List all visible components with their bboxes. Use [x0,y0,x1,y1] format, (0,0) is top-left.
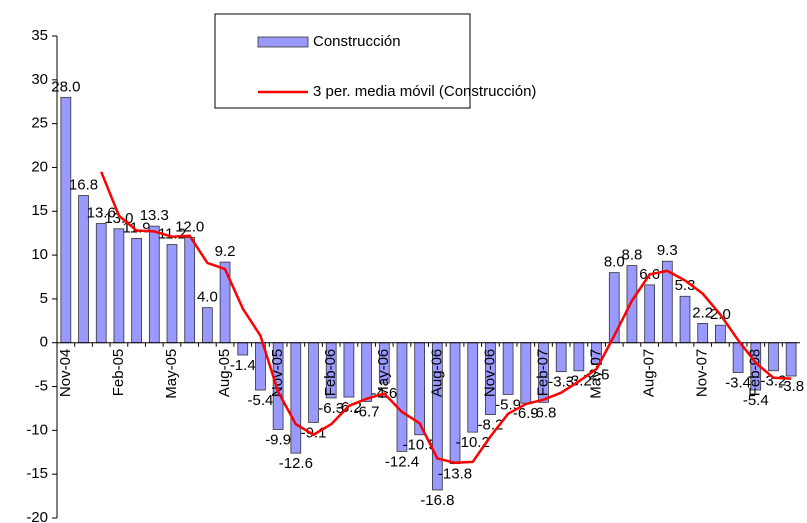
data-label: 12.0 [175,219,204,236]
x-tick-label: Feb-05 [110,349,127,397]
x-tick-label: May-05 [163,349,180,399]
bar [361,342,372,402]
data-label: -12.6 [279,455,313,472]
y-tick-label: -20 [26,509,48,523]
bar [237,342,249,356]
data-label: 8.8 [622,247,643,264]
bar [644,284,655,344]
legend-label: Construcción [313,33,401,50]
line [100,171,792,465]
y-tick-label: 25 [31,115,48,132]
bar [95,223,107,344]
bar [113,228,125,344]
x-tick-label: Feb-07 [534,349,551,397]
data-label: -6.3 [318,400,344,417]
data-label: 16.8 [69,176,98,193]
data-label: 5.3 [675,277,696,294]
data-label: -6.8 [531,404,557,421]
data-label: -13.8 [438,466,472,483]
bar [467,342,479,433]
data-label: -9.1 [301,424,327,441]
bar [732,342,744,373]
x-tick-label: Nov-06 [481,349,498,397]
bar [184,237,196,344]
x-tick-label: May-06 [375,349,392,399]
data-label: -6.9 [513,405,539,422]
y-tick-label: 5 [40,290,48,307]
data-label: -3.4 [725,374,751,391]
legend-label: 3 per. media móvil (Construcción) [313,83,536,100]
y-tick-label: 35 [31,27,48,44]
x-tick-label: Feb-08 [747,349,764,397]
data-label: 9.2 [215,243,236,260]
data-label: 2.2 [692,304,713,321]
data-label: -10.2 [456,434,490,451]
data-label: -6.7 [354,403,380,420]
y-tick-label: 30 [31,71,48,88]
data-label: 11.2 [158,226,186,243]
bar [60,96,72,344]
data-label: -5.4 [743,392,769,409]
y-tick-label: 15 [31,202,48,219]
data-label: -3.8 [778,378,804,395]
bar [626,265,638,344]
bar [608,272,620,344]
bar [715,324,726,344]
data-label: 28.0 [51,78,80,95]
x-tick-label: Nov-07 [694,349,711,397]
bar [290,342,302,454]
y-tick-label: -10 [26,421,48,438]
legend-box [214,13,471,109]
x-tick-label: Feb-06 [322,349,339,397]
data-label: 8.0 [604,254,625,271]
x-tick-label: Aug-05 [216,349,233,397]
data-label: 13.3 [140,207,169,224]
bar [308,342,319,423]
x-tick-label: Nov-04 [57,349,74,397]
bar [502,342,514,395]
y-tick-label: -15 [26,465,48,482]
bar [697,323,709,344]
bar [555,342,567,373]
y-tick-label: 20 [31,158,48,175]
data-label: -16.8 [420,492,454,509]
data-label: -1.4 [230,357,256,374]
data-label: 4.0 [197,289,218,306]
data-label: -12.4 [385,453,419,470]
y-tick-label: 10 [31,246,48,263]
bar [768,342,779,372]
bar [679,295,691,344]
data-label: -5.4 [248,392,274,409]
bar [131,238,142,344]
x-tick-label: Nov-05 [269,349,286,397]
bar [166,244,178,344]
data-label: -3.3 [548,374,574,391]
data-label: -2.5 [584,367,610,384]
legend-swatch [257,36,309,48]
x-tick-label: Aug-07 [641,349,658,397]
y-tick-label: 0 [40,334,48,351]
data-label: 9.3 [657,242,678,259]
y-tick-label: -5 [35,378,48,395]
bar [785,342,797,377]
bar [520,342,532,404]
data-label: 13.6 [87,205,116,222]
bar [396,342,408,452]
bar [343,342,355,398]
data-label: -9.9 [265,431,291,448]
bar [148,225,160,344]
bar [202,307,213,344]
bar [573,342,585,372]
x-tick-label: Aug-06 [428,349,445,397]
